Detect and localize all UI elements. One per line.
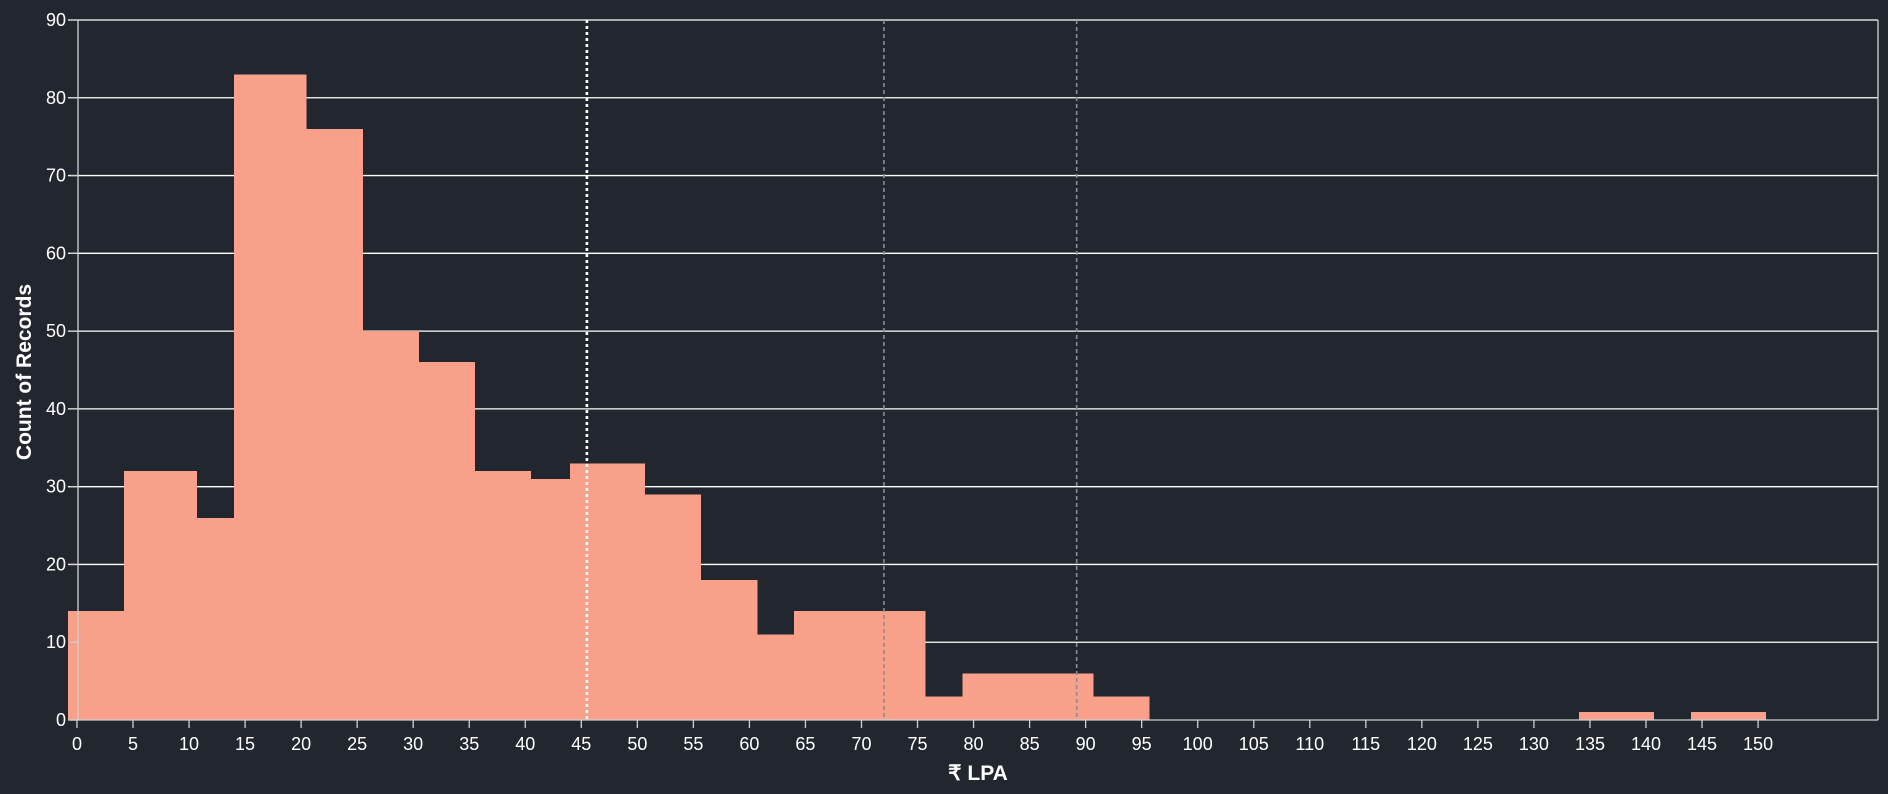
x-tick-label-65: 65 <box>795 734 815 754</box>
histogram-bar-16 <box>794 611 831 720</box>
y-tick-label-30: 30 <box>46 477 66 497</box>
y-tick-label-10: 10 <box>46 632 66 652</box>
x-tick-label-125: 125 <box>1463 734 1493 754</box>
x-tick-label-135: 135 <box>1575 734 1605 754</box>
y-tick-label-50: 50 <box>46 321 66 341</box>
histogram-bar-22 <box>1093 696 1150 720</box>
histogram-bar-13 <box>645 494 702 720</box>
histogram-bar-24 <box>1690 712 1766 720</box>
histogram-bar-8 <box>418 362 475 720</box>
x-tick-label-70: 70 <box>851 734 871 754</box>
histogram-bar-0 <box>68 611 125 720</box>
x-tick-label-60: 60 <box>739 734 759 754</box>
histogram-bar-14 <box>701 580 758 720</box>
x-tick-label-130: 130 <box>1519 734 1549 754</box>
x-tick-label-90: 90 <box>1076 734 1096 754</box>
histogram-bar-12 <box>605 463 646 720</box>
x-tick-label-45: 45 <box>571 734 591 754</box>
x-tick-label-35: 35 <box>459 734 479 754</box>
histogram-bar-19 <box>925 696 963 720</box>
histogram-bar-7 <box>362 331 419 720</box>
y-axis-title: Count of Records <box>13 284 36 460</box>
x-tick-label-5: 5 <box>128 734 138 754</box>
x-tick-label-120: 120 <box>1407 734 1437 754</box>
x-tick-label-115: 115 <box>1351 734 1380 754</box>
histogram-bars <box>68 74 1766 720</box>
tick-labels: 0 10 20 30 40 50 60 70 80 90 0 5 10 15 20 25 30 35 40 45 50 5… <box>46 10 1773 754</box>
x-tick-label-100: 100 <box>1183 734 1213 754</box>
histogram-bar-17 <box>830 611 870 720</box>
histogram-bar-2 <box>161 471 197 720</box>
reference-lines <box>585 20 1078 720</box>
histogram-bar-1 <box>124 471 162 720</box>
x-tick-label-150: 150 <box>1743 734 1773 754</box>
y-tick-label-80: 80 <box>46 88 66 108</box>
histogram-bar-15 <box>757 634 795 720</box>
x-tick-label-110: 110 <box>1295 734 1324 754</box>
x-tick-label-0: 0 <box>72 734 82 754</box>
x-tick-label-145: 145 <box>1687 734 1717 754</box>
y-tick-label-90: 90 <box>46 10 66 30</box>
y-tick-label-0: 0 <box>56 710 66 730</box>
x-tick-label-55: 55 <box>683 734 703 754</box>
x-tick-label-40: 40 <box>515 734 535 754</box>
x-tick-label-80: 80 <box>964 734 984 754</box>
y-tick-label-70: 70 <box>46 166 66 186</box>
histogram-bar-23 <box>1578 712 1654 720</box>
x-tick-label-30: 30 <box>403 734 423 754</box>
axes <box>68 19 1879 728</box>
y-tick-label-20: 20 <box>46 554 66 574</box>
histogram-bar-20 <box>962 673 1019 720</box>
histogram-bar-6 <box>306 128 363 720</box>
histogram-bar-5 <box>269 74 307 720</box>
histogram-bar-3 <box>196 517 234 720</box>
x-tick-label-105: 105 <box>1239 734 1269 754</box>
y-tick-label-60: 60 <box>46 243 66 263</box>
x-tick-label-10: 10 <box>179 734 199 754</box>
x-tick-label-20: 20 <box>291 734 311 754</box>
x-tick-label-25: 25 <box>347 734 367 754</box>
histogram-bar-4 <box>233 74 270 720</box>
x-tick-label-95: 95 <box>1132 734 1152 754</box>
x-tick-label-75: 75 <box>908 734 928 754</box>
histogram-bar-18 <box>869 611 926 720</box>
x-tick-label-85: 85 <box>1020 734 1040 754</box>
histogram-bar-9 <box>474 471 531 720</box>
histogram-bar-21 <box>1018 673 1094 720</box>
x-tick-label-140: 140 <box>1631 734 1661 754</box>
x-tick-label-50: 50 <box>627 734 647 754</box>
x-axis-title: ₹ LPA <box>948 762 1008 785</box>
y-tick-label-40: 40 <box>46 399 66 419</box>
x-tick-label-15: 15 <box>235 734 255 754</box>
histogram-bar-10 <box>530 478 571 720</box>
